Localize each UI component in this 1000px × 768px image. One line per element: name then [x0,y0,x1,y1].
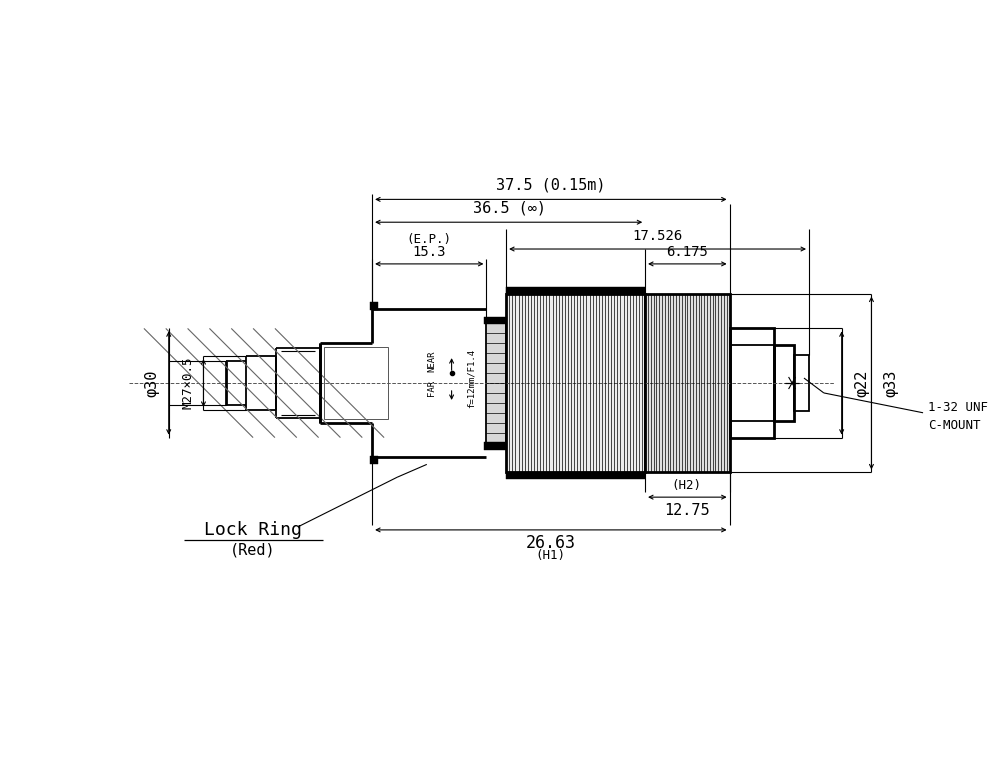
Bar [645,293,730,472]
Text: 17.526: 17.526 [632,229,682,243]
Text: (Red): (Red) [230,542,276,558]
Text: 1-32 UNF: 1-32 UNF [928,402,988,414]
Bar [486,323,506,442]
Bar [506,286,645,293]
Text: 37.5 (0.15m): 37.5 (0.15m) [496,178,606,193]
Text: (H2): (H2) [672,478,702,492]
Bar [484,316,508,324]
Text: 6.175: 6.175 [666,245,708,259]
Bar [370,302,378,310]
Bar [774,346,794,421]
Text: 15.3: 15.3 [412,245,446,259]
Text: 12.75: 12.75 [664,502,710,518]
Text: C-MOUNT: C-MOUNT [928,419,981,432]
Text: Lock Ring: Lock Ring [204,521,302,539]
Text: M27×0.5: M27×0.5 [181,357,194,409]
Bar [484,442,508,449]
Bar [370,456,378,465]
Text: φ22: φ22 [854,369,869,397]
Bar [794,356,809,411]
Bar [506,293,645,472]
Text: NEAR: NEAR [427,350,436,372]
Text: 26.63: 26.63 [526,534,576,551]
Bar [506,472,645,479]
Text: (E.P.): (E.P.) [406,233,451,246]
Bar [324,347,388,419]
Bar [730,329,774,438]
Text: φ30: φ30 [144,369,159,397]
Text: FAR: FAR [427,380,436,396]
Text: f=12mm/F1.4: f=12mm/F1.4 [467,349,476,408]
Text: (H1): (H1) [536,549,566,562]
Text: 36.5 (∞): 36.5 (∞) [473,200,546,216]
Text: φ33: φ33 [884,369,899,397]
